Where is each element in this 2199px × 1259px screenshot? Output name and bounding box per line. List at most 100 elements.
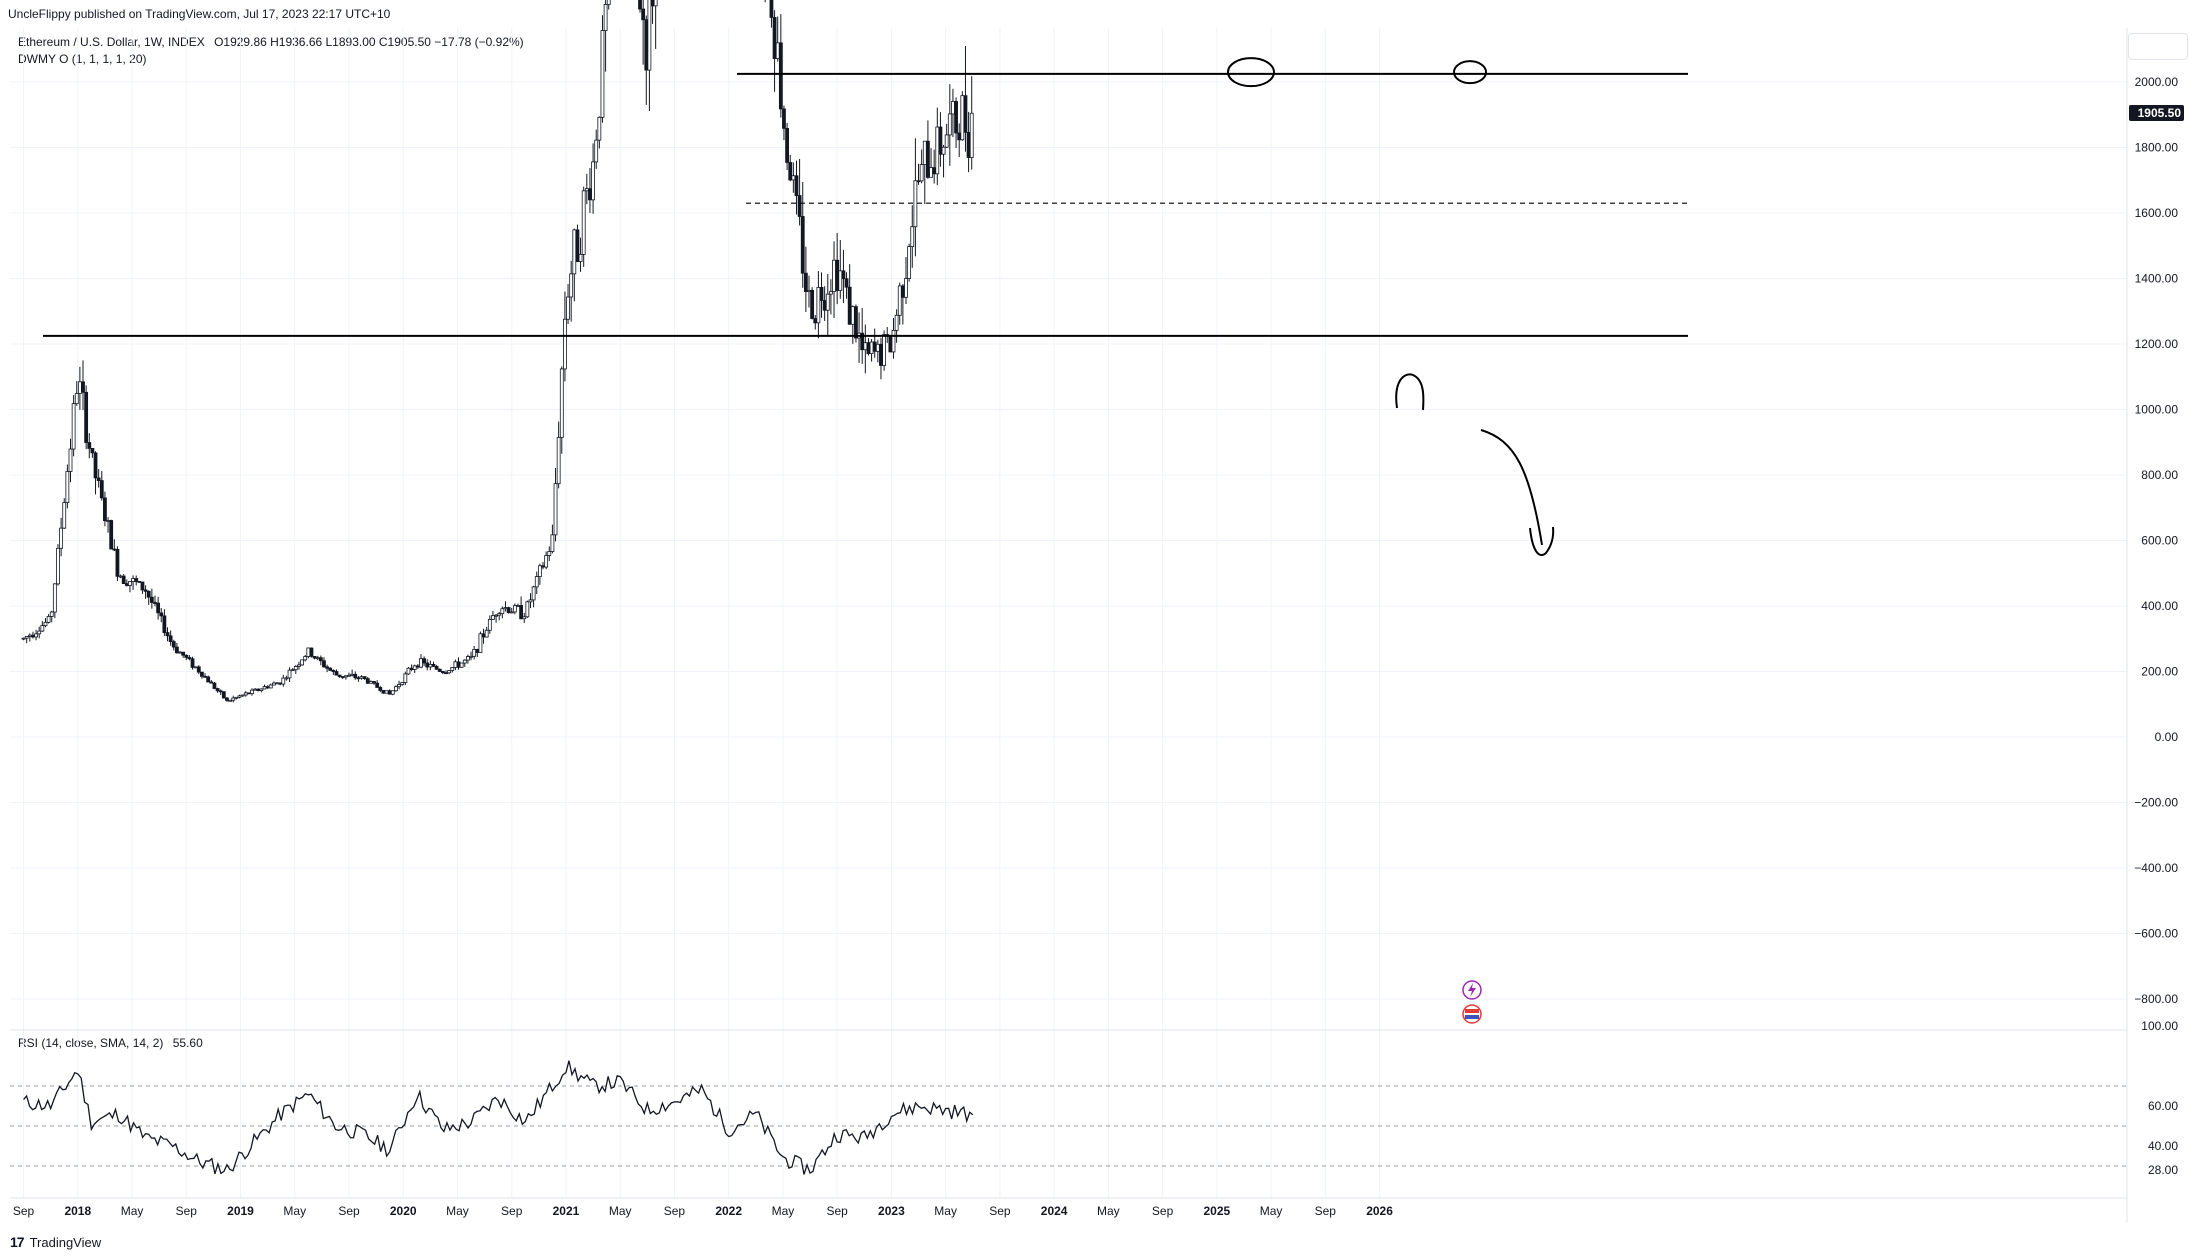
y-tick-label: 2000.00 bbox=[2135, 75, 2179, 89]
brand-name: TradingView bbox=[29, 1234, 102, 1250]
candle-body bbox=[99, 480, 104, 499]
candle-body bbox=[68, 448, 73, 472]
circle-mark bbox=[1453, 60, 1487, 85]
candle-body bbox=[181, 651, 186, 656]
rsi-series bbox=[10, 1060, 2127, 1175]
y-tick-label: 1400.00 bbox=[2135, 272, 2179, 286]
candle-body bbox=[112, 548, 117, 551]
candle-body bbox=[794, 175, 799, 196]
ohlc-values: O1929.86 H1936.66 L1893.00 C1905.50 −17.… bbox=[214, 35, 524, 49]
y-tick-label: −200.00 bbox=[2134, 796, 2178, 810]
candle-body bbox=[343, 675, 348, 678]
candle-body bbox=[137, 581, 142, 583]
candle-body bbox=[650, 0, 655, 7]
candle-body bbox=[52, 583, 57, 613]
us-flag-icon bbox=[1462, 1004, 1482, 1024]
candle-body bbox=[193, 666, 198, 669]
price-axis[interactable]: 2000.00 1800.00 1600.00 1400.00 1200.00 1000.… bbox=[2129, 75, 2184, 1006]
y-tick-label: −600.00 bbox=[2134, 927, 2178, 941]
candle-body bbox=[832, 259, 836, 292]
candle-body bbox=[84, 391, 89, 443]
candle-body bbox=[328, 667, 333, 671]
candle-body bbox=[118, 575, 123, 578]
candle-body bbox=[240, 694, 245, 697]
x-tick-label: 2018 bbox=[64, 1204, 91, 1218]
candle-body bbox=[919, 164, 924, 182]
candle-body bbox=[359, 676, 364, 679]
x-tick-label: Sep bbox=[1152, 1204, 1174, 1218]
y-tick-label: 400.00 bbox=[2141, 599, 2178, 613]
candle-body bbox=[644, 19, 649, 71]
candle-body bbox=[46, 616, 51, 623]
candle-body bbox=[603, 4, 608, 31]
rsi-axis[interactable]: 100.00 60.00 40.00 28.00 bbox=[2141, 1019, 2178, 1177]
candle-body bbox=[212, 682, 217, 689]
candle-body bbox=[318, 657, 323, 662]
candle-body bbox=[87, 442, 92, 449]
candle-body bbox=[365, 678, 370, 684]
candle-body bbox=[469, 655, 473, 658]
candle-body bbox=[422, 658, 427, 664]
candle-body bbox=[531, 586, 536, 601]
candle-body bbox=[356, 677, 361, 680]
candle-body bbox=[456, 661, 461, 668]
candle-body bbox=[268, 684, 273, 689]
candle-body bbox=[475, 649, 480, 653]
candle-body bbox=[43, 621, 48, 626]
y-tick-label: −400.00 bbox=[2134, 861, 2178, 875]
candle-body bbox=[494, 614, 498, 617]
x-tick-label: 2023 bbox=[878, 1204, 905, 1218]
candle-body bbox=[287, 669, 292, 679]
candle-body bbox=[109, 520, 114, 550]
x-tick-label: May bbox=[934, 1204, 957, 1218]
x-tick-label: May bbox=[446, 1204, 469, 1218]
candle-body bbox=[497, 613, 502, 616]
candle-body bbox=[37, 630, 42, 635]
candle-body bbox=[184, 654, 189, 658]
candle-body bbox=[384, 690, 389, 694]
candle-body bbox=[653, 0, 658, 7]
candle-body bbox=[863, 342, 868, 351]
candle-body bbox=[932, 167, 937, 175]
candle-body bbox=[400, 682, 405, 685]
candle-body bbox=[381, 690, 386, 694]
candle-body bbox=[403, 673, 408, 683]
candle-body bbox=[597, 116, 602, 141]
candle-body bbox=[146, 590, 151, 598]
candle-body bbox=[437, 668, 442, 672]
candle-body bbox=[960, 95, 965, 141]
candle-body bbox=[281, 677, 286, 685]
candle-body bbox=[375, 682, 380, 688]
candle-body bbox=[250, 689, 254, 694]
candle-body bbox=[309, 647, 314, 657]
lightning-icon bbox=[1468, 983, 1476, 997]
candle-body bbox=[187, 657, 192, 660]
candle-body bbox=[434, 666, 439, 670]
x-tick-label: Sep bbox=[664, 1204, 686, 1218]
last-price-label: 1905.50 bbox=[2138, 106, 2182, 120]
candle-body bbox=[271, 682, 276, 686]
candle-body bbox=[882, 334, 886, 366]
candle-body bbox=[807, 289, 811, 292]
x-tick-label: 2021 bbox=[553, 1204, 580, 1218]
candle-body bbox=[553, 483, 558, 536]
candle-body bbox=[951, 101, 955, 115]
footer-brand[interactable]: 17 TradingView bbox=[10, 1234, 101, 1250]
pane-borders bbox=[10, 28, 2128, 1222]
time-axis[interactable]: Sep 2018 May Sep 2019 May Sep 2020 May Sep 2021 May… bbox=[13, 1204, 1393, 1218]
candle-body bbox=[174, 646, 179, 654]
candle-body bbox=[938, 126, 943, 155]
symbol-name: Ethereum / U.S. Dollar, 1W, INDEX bbox=[18, 35, 205, 49]
candle-body bbox=[835, 259, 840, 291]
candle-body bbox=[797, 195, 802, 217]
candle-body bbox=[209, 681, 214, 684]
candle-body bbox=[353, 673, 358, 679]
candle-body bbox=[559, 368, 564, 438]
candle-body bbox=[879, 343, 883, 366]
axis-scale-box[interactable] bbox=[2128, 33, 2188, 60]
rsi-tick-label: 40.00 bbox=[2148, 1139, 2178, 1153]
x-tick-label: 2020 bbox=[390, 1204, 417, 1218]
candle-body bbox=[394, 686, 398, 692]
drawings bbox=[43, 57, 1688, 556]
